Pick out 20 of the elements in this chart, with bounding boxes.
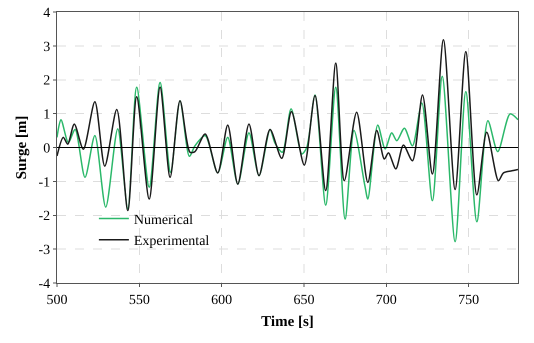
y-tick-label: -4 — [38, 276, 50, 292]
y-axis-title: Surge [m] — [14, 116, 30, 180]
x-tick-label: 650 — [293, 292, 314, 308]
x-axis-title: Time [s] — [261, 314, 314, 330]
x-tick-label: 600 — [211, 292, 232, 308]
y-tick-label: 2 — [43, 74, 50, 89]
y-tick-label: 4 — [43, 6, 50, 21]
line-series — [57, 39, 518, 212]
y-tick-label: 0 — [43, 141, 50, 156]
y-tick-label: -1 — [38, 175, 50, 190]
legend-label: Numerical — [134, 212, 194, 228]
legend-label: Experimental — [134, 234, 210, 250]
y-tick-label: -3 — [38, 243, 50, 258]
y-tick-label: -2 — [38, 209, 50, 224]
x-tick-label: 550 — [128, 292, 150, 308]
x-tick-label: 700 — [376, 292, 397, 308]
x-tick-label: 750 — [458, 292, 480, 308]
y-tick-label: 3 — [43, 40, 50, 55]
x-tick-label: 500 — [46, 292, 68, 308]
y-tick-label: 1 — [43, 108, 50, 123]
